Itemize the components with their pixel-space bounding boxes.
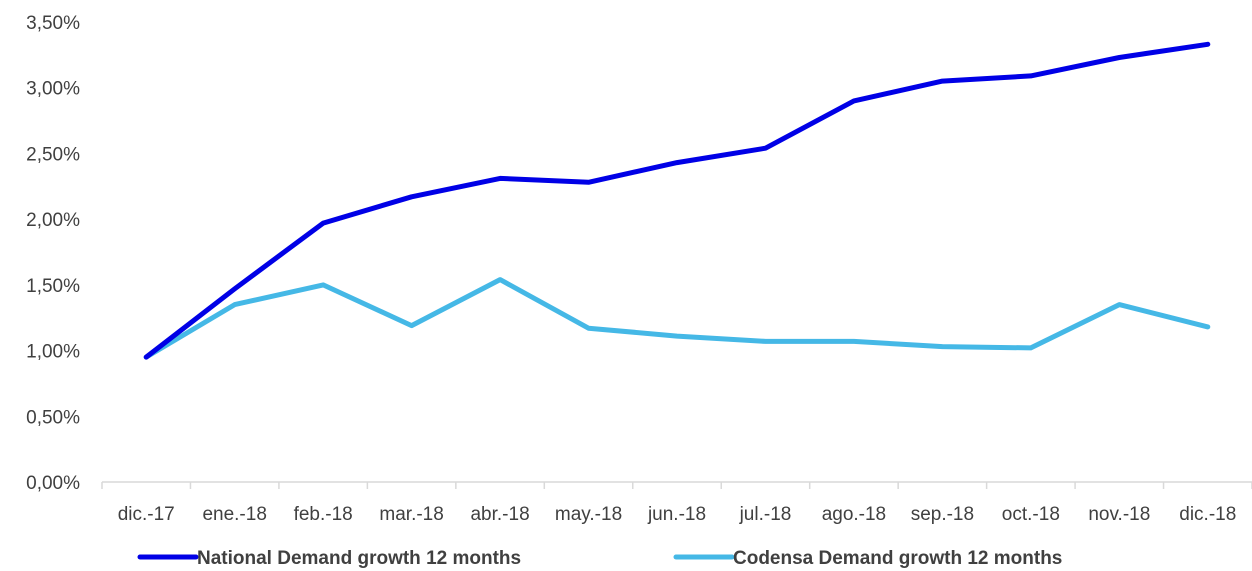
x-tick-label: dic.-17 — [118, 504, 175, 525]
x-tick-label: oct.-18 — [1002, 504, 1060, 525]
y-tick-label: 1,50% — [26, 276, 80, 297]
x-tick-label: ene.-18 — [202, 504, 266, 525]
legend-item-codensa: Codensa Demand growth 12 months — [673, 548, 1062, 569]
x-tick-label: jul.-18 — [739, 504, 792, 525]
x-tick-label: dic.-18 — [1179, 504, 1236, 525]
x-tick-label: sep.-18 — [911, 504, 974, 525]
series-layer — [143, 41, 1211, 360]
legend-item-national: National Demand growth 12 months — [137, 548, 521, 569]
y-tick-label: 2,00% — [26, 210, 80, 231]
y-tick-label: 0,00% — [26, 473, 80, 494]
x-tick-label: feb.-18 — [294, 504, 353, 525]
x-tick-label: ago.-18 — [822, 504, 886, 525]
legend: National Demand growth 12 months Codensa… — [137, 548, 1062, 569]
legend-label-codensa: Codensa Demand growth 12 months — [733, 548, 1062, 569]
x-tick-label: abr.-18 — [470, 504, 529, 525]
y-tick-label: 3,50% — [26, 13, 80, 34]
y-tick-label: 3,00% — [26, 79, 80, 100]
y-tick-label: 0,50% — [26, 407, 80, 428]
x-tick-label: nov.-18 — [1088, 504, 1150, 525]
x-tick-label: mar.-18 — [379, 504, 443, 525]
x-axis: dic.-17 ene.-18 feb.-18 mar.-18 abr.-18 may.-… — [101, 481, 1252, 525]
series-line-national — [143, 41, 1211, 360]
x-tick-label: may.-18 — [555, 504, 622, 525]
y-tick-label: 2,50% — [26, 144, 80, 165]
y-axis: 0,00% 0,50% 1,00% 1,50% 2,00% 2,50% 3,00% 3,50% — [26, 13, 80, 494]
y-tick-label: 1,00% — [26, 342, 80, 363]
x-tick-label: jun.-18 — [647, 504, 706, 525]
series-line-codensa — [143, 277, 1211, 360]
legend-label-national: National Demand growth 12 months — [197, 548, 521, 569]
